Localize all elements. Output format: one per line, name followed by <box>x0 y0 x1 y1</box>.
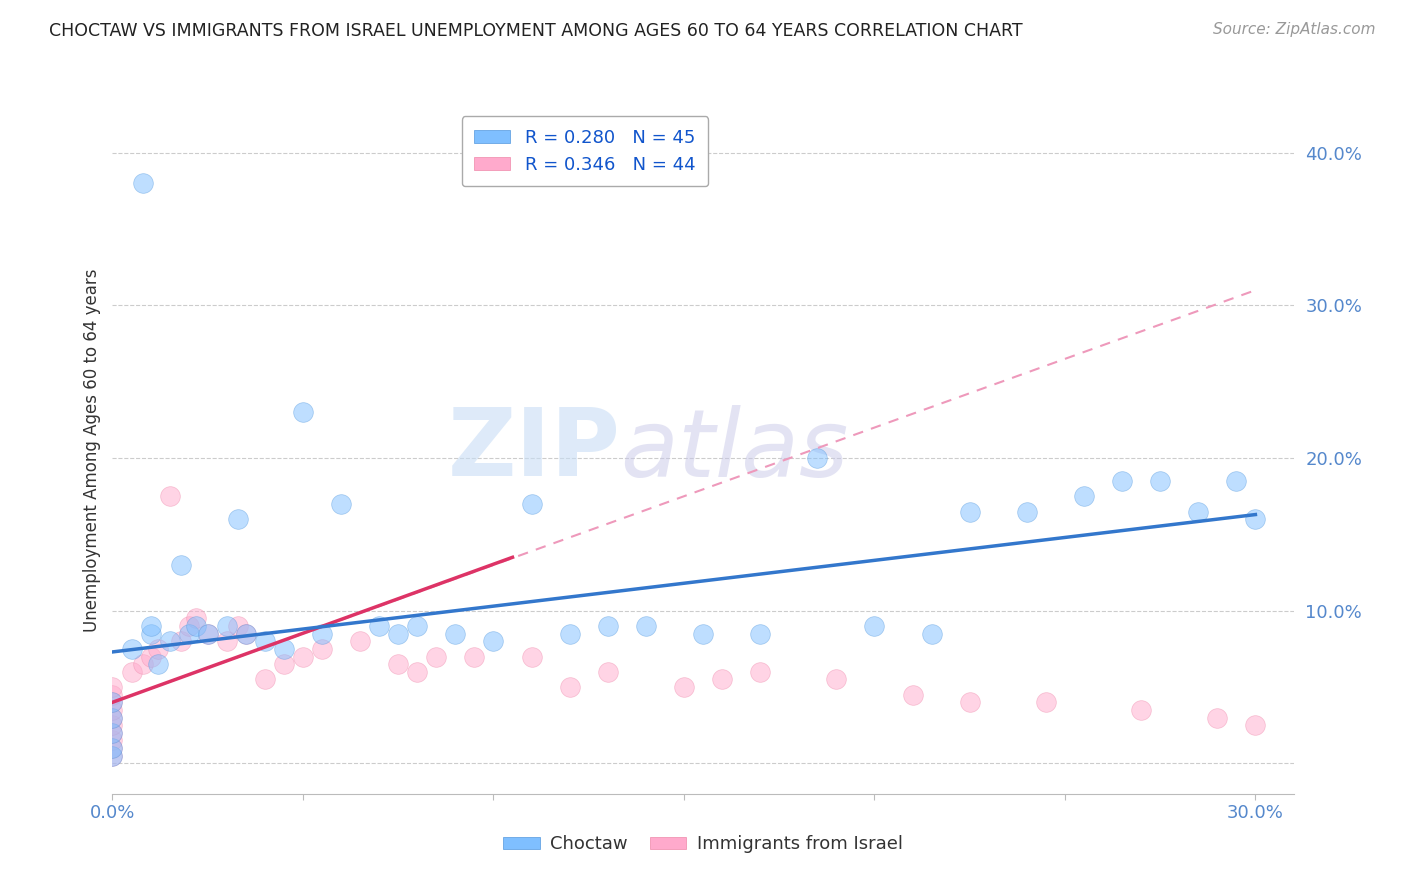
Point <box>349 634 371 648</box>
Point <box>1187 504 1209 518</box>
Point <box>197 626 219 640</box>
Point <box>520 649 543 664</box>
Point <box>170 558 193 572</box>
Text: ZIP: ZIP <box>447 404 620 497</box>
Point <box>1225 474 1247 488</box>
Point <box>1035 695 1057 709</box>
Point <box>148 657 170 672</box>
Point <box>197 626 219 640</box>
Point <box>692 626 714 640</box>
Point <box>311 641 333 656</box>
Point <box>101 703 124 717</box>
Point <box>387 626 409 640</box>
Point <box>596 665 619 679</box>
Point <box>101 680 124 694</box>
Point <box>330 497 353 511</box>
Point <box>520 497 543 511</box>
Text: Source: ZipAtlas.com: Source: ZipAtlas.com <box>1212 22 1375 37</box>
Point <box>1130 703 1153 717</box>
Point <box>148 641 170 656</box>
Text: atlas: atlas <box>620 405 849 496</box>
Point <box>139 626 162 640</box>
Point <box>186 611 208 625</box>
Point <box>235 626 257 640</box>
Point <box>139 619 162 633</box>
Y-axis label: Unemployment Among Ages 60 to 64 years: Unemployment Among Ages 60 to 64 years <box>83 268 101 632</box>
Legend: Choctaw, Immigrants from Israel: Choctaw, Immigrants from Israel <box>496 828 910 861</box>
Point <box>121 641 143 656</box>
Point <box>159 489 181 503</box>
Point <box>1073 489 1095 503</box>
Point <box>959 695 981 709</box>
Point <box>959 504 981 518</box>
Point <box>101 741 124 756</box>
Point <box>273 657 295 672</box>
Point <box>368 619 391 633</box>
Point <box>749 665 772 679</box>
Point <box>558 680 581 694</box>
Point <box>101 733 124 747</box>
Point <box>170 634 193 648</box>
Point <box>215 619 238 633</box>
Point <box>101 726 124 740</box>
Point <box>101 688 124 702</box>
Point <box>121 665 143 679</box>
Point <box>444 626 467 640</box>
Point <box>1206 710 1229 724</box>
Point <box>406 619 429 633</box>
Point <box>226 619 249 633</box>
Point <box>482 634 505 648</box>
Point <box>311 626 333 640</box>
Point <box>1149 474 1171 488</box>
Point <box>463 649 485 664</box>
Point <box>101 695 124 709</box>
Point <box>177 626 200 640</box>
Point <box>291 405 314 419</box>
Point <box>921 626 943 640</box>
Point <box>159 634 181 648</box>
Point <box>132 657 155 672</box>
Point <box>273 641 295 656</box>
Point <box>749 626 772 640</box>
Point <box>101 748 124 763</box>
Point <box>101 710 124 724</box>
Point <box>291 649 314 664</box>
Point <box>387 657 409 672</box>
Point <box>235 626 257 640</box>
Point <box>101 726 124 740</box>
Point <box>1244 718 1267 732</box>
Point <box>711 673 734 687</box>
Text: CHOCTAW VS IMMIGRANTS FROM ISRAEL UNEMPLOYMENT AMONG AGES 60 TO 64 YEARS CORRELA: CHOCTAW VS IMMIGRANTS FROM ISRAEL UNEMPL… <box>49 22 1022 40</box>
Point <box>806 451 828 466</box>
Point <box>672 680 695 694</box>
Point <box>253 634 276 648</box>
Point <box>425 649 447 664</box>
Point <box>1015 504 1038 518</box>
Point <box>634 619 657 633</box>
Point <box>101 718 124 732</box>
Point <box>825 673 848 687</box>
Point <box>101 748 124 763</box>
Point <box>901 688 924 702</box>
Point <box>139 649 162 664</box>
Point <box>863 619 886 633</box>
Point <box>226 512 249 526</box>
Point <box>1244 512 1267 526</box>
Point <box>253 673 276 687</box>
Point <box>406 665 429 679</box>
Point <box>186 619 208 633</box>
Point <box>215 634 238 648</box>
Point <box>558 626 581 640</box>
Point <box>101 710 124 724</box>
Point <box>132 177 155 191</box>
Point <box>177 619 200 633</box>
Point <box>101 695 124 709</box>
Point <box>1111 474 1133 488</box>
Point <box>596 619 619 633</box>
Point <box>101 741 124 756</box>
